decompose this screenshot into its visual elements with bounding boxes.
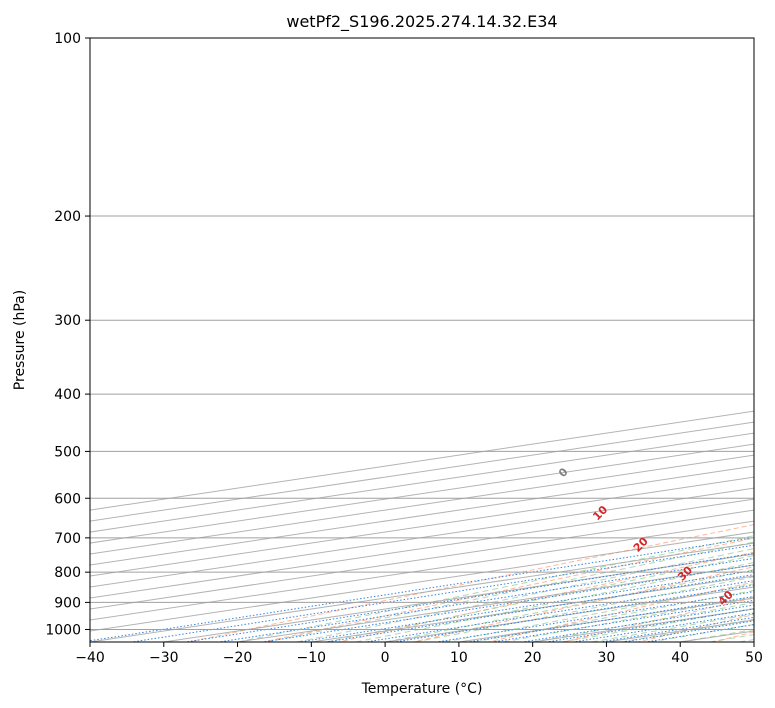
- moist-adiabat: [414, 576, 754, 642]
- x-tick-label: 40: [671, 650, 689, 666]
- mixing-ratio-line: [323, 574, 754, 642]
- isotherm: [90, 476, 754, 577]
- pressure-grid: [90, 38, 754, 630]
- y-tick-label: 400: [54, 387, 81, 403]
- y-tick-label: 200: [54, 209, 81, 225]
- isotherm: [90, 443, 754, 544]
- mixing-ratio-line: [597, 616, 754, 642]
- isotherm: [753, 641, 754, 642]
- x-tick-label: 30: [598, 650, 616, 666]
- mixing-ratio-line: [182, 552, 754, 642]
- y-tick-label: 500: [54, 444, 81, 460]
- x-tick-label: 50: [745, 650, 763, 666]
- y-tick-label: 800: [54, 565, 81, 581]
- x-tick-label: −30: [149, 650, 179, 666]
- y-tick-label: 300: [54, 313, 81, 329]
- x-tick-label: 20: [524, 650, 542, 666]
- y-tick-label: 700: [54, 531, 81, 547]
- y-tick-label: 900: [54, 595, 81, 611]
- x-tick-label: −10: [297, 650, 327, 666]
- mixing-ratio-line: [296, 569, 754, 642]
- isotherm: [90, 498, 754, 599]
- series-group: [757, 38, 775, 567]
- moist-adiabat: [385, 569, 754, 642]
- mixing-ratio-line: [570, 612, 754, 642]
- mixing-ratio-line: [543, 608, 754, 642]
- y-tick-label: 100: [54, 31, 81, 47]
- x-tick-label: −20: [223, 650, 253, 666]
- x-tick-label: 10: [450, 650, 468, 666]
- moist-adiabat: [267, 541, 754, 642]
- y-tick-label: 600: [54, 491, 81, 507]
- y-axis-label: Pressure (hPa): [12, 290, 28, 390]
- x-tick-label: −40: [75, 650, 105, 666]
- x-tick-label: 0: [381, 650, 390, 666]
- isotherm: [90, 509, 754, 610]
- plot-area: [90, 38, 754, 642]
- x-axis-label: Temperature (°C): [361, 681, 483, 697]
- chart-title: wetPf2_S196.2025.274.14.32.E34: [286, 12, 557, 32]
- isotherm: [90, 487, 754, 588]
- x-axis-ticks: −40 −30 −20 −10 0 10 20 30 40 50: [75, 642, 763, 666]
- y-axis-ticks: 100 200 300 400 500 600 700 800 900 1000: [45, 31, 90, 638]
- mixing-ratio-line: [259, 564, 754, 642]
- plot-frame: [89, 37, 755, 643]
- dewpoint-line: [757, 38, 775, 567]
- isotherm: [90, 465, 754, 566]
- isotherm: [90, 520, 754, 621]
- mixing-ratio-line: [215, 557, 754, 642]
- y-tick-label: 1000: [45, 622, 81, 638]
- isotherm: [90, 531, 754, 632]
- isotherm: [90, 454, 754, 555]
